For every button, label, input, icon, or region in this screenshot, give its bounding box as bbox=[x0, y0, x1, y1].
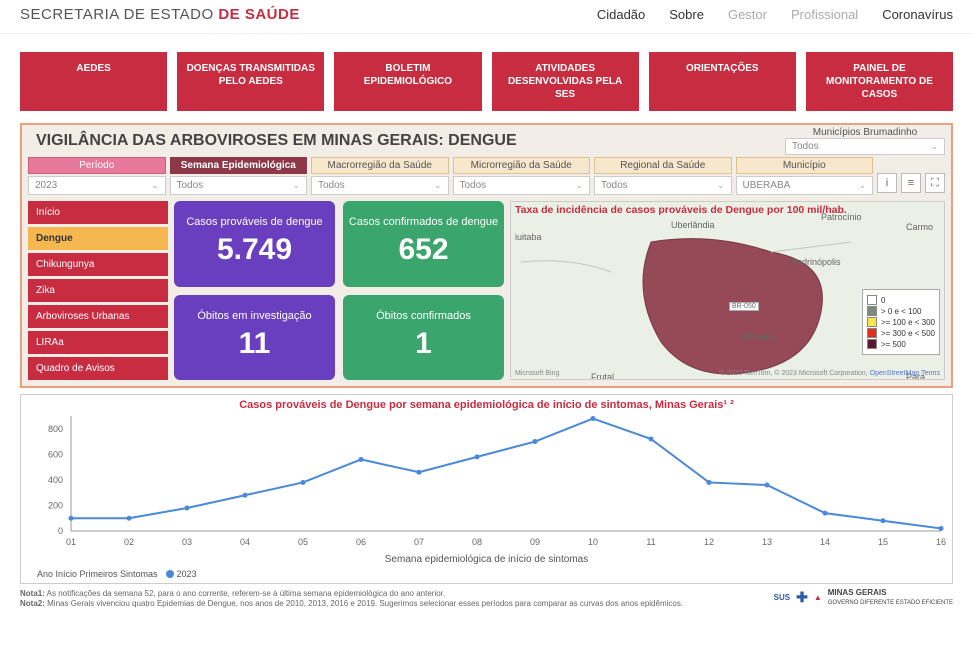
chart-xlabel: Semana epidemiológica de início de sinto… bbox=[21, 554, 952, 565]
sidenav-item[interactable]: Zika bbox=[28, 279, 168, 302]
svg-text:05: 05 bbox=[298, 537, 308, 547]
tab-item[interactable]: ATIVIDADES DESENVOLVIDAS PELA SES bbox=[492, 52, 639, 111]
svg-text:10: 10 bbox=[588, 537, 598, 547]
tab-item[interactable]: ORIENTAÇÕES bbox=[649, 52, 796, 111]
stat-card: Óbitos em investigação11 bbox=[174, 295, 335, 381]
map-city-label: Uberlândia bbox=[671, 220, 715, 230]
svg-text:0: 0 bbox=[58, 526, 63, 536]
sidenav-item[interactable]: LIRAa bbox=[28, 331, 168, 354]
svg-text:13: 13 bbox=[762, 537, 772, 547]
legend-row: >= 100 e < 300 bbox=[867, 317, 935, 327]
svg-text:800: 800 bbox=[48, 424, 63, 434]
filter-label: Microrregião da Saúde bbox=[453, 157, 591, 174]
footer-notes: Nota1: As notificações da semana 52, par… bbox=[20, 588, 953, 609]
nav-gestor[interactable]: Gestor bbox=[728, 7, 767, 22]
stat-card: Óbitos confirmados1 bbox=[343, 295, 504, 381]
tab-item[interactable]: BOLETIM EPIDEMIOLÓGICO bbox=[334, 52, 481, 111]
brumadinho-select[interactable]: Todos⌄ bbox=[785, 138, 945, 155]
legend-row: >= 300 e < 500 bbox=[867, 328, 935, 338]
legend-row: 0 bbox=[867, 295, 935, 305]
nav-cidadão[interactable]: Cidadão bbox=[597, 7, 645, 22]
filter-label: Regional da Saúde bbox=[594, 157, 732, 174]
sidenav-item[interactable]: Dengue bbox=[28, 227, 168, 250]
sidenav-item[interactable]: Chikungunya bbox=[28, 253, 168, 276]
map-legend: 0> 0 e < 100>= 100 e < 300>= 300 e < 500… bbox=[862, 289, 940, 355]
mg-logo: MINAS GERAISGOVERNO DIFERENTE ESTADO EFI… bbox=[828, 588, 953, 606]
chart-title: Casos prováveis de Dengue por semana epi… bbox=[21, 395, 952, 411]
svg-text:600: 600 bbox=[48, 449, 63, 459]
svg-text:11: 11 bbox=[646, 537, 655, 547]
info-icon[interactable]: i bbox=[877, 173, 897, 193]
footer-logos: SUS ✚ ▲ MINAS GERAISGOVERNO DIFERENTE ES… bbox=[774, 588, 953, 606]
tab-item[interactable]: PAINEL DE MONITORAMENTO DE CASOS bbox=[806, 52, 953, 111]
filter-select[interactable]: Todos⌄ bbox=[453, 176, 591, 195]
header-bar: SECRETARIA DE ESTADO DE SAÚDE Cidadão Sob… bbox=[0, 0, 973, 34]
category-tabs: AEDESDOENÇAS TRANSMITIDAS PELO AEDESBOLE… bbox=[0, 34, 973, 123]
filter-select[interactable]: Todos⌄ bbox=[594, 176, 732, 195]
map-area[interactable]: Taxa de incidência de casos prováveis de… bbox=[510, 201, 945, 380]
dashboard-panel: VIGILÂNCIA DAS ARBOVIROSES EM MINAS GERA… bbox=[20, 123, 953, 388]
stat-card: Casos prováveis de dengue5.749 bbox=[174, 201, 335, 287]
filter-select[interactable]: UBERABA⌄ bbox=[736, 176, 874, 195]
filter-label: Macrorregião da Saúde bbox=[311, 157, 449, 174]
legend-row: >= 500 bbox=[867, 339, 935, 349]
disease-sidenav: Início Dengue Chikungunya Zika Arboviroses U… bbox=[28, 201, 168, 380]
svg-text:06: 06 bbox=[356, 537, 366, 547]
svg-text:12: 12 bbox=[704, 537, 714, 547]
map-city-label: Carmo bbox=[906, 222, 933, 232]
filter-label: Semana Epidemiológica bbox=[170, 157, 308, 174]
nav-sobre[interactable]: Sobre bbox=[669, 7, 704, 22]
svg-text:02: 02 bbox=[124, 537, 134, 547]
svg-text:04: 04 bbox=[240, 537, 250, 547]
brumadinho-filter: Municípios Brumadinho Todos⌄ bbox=[785, 127, 945, 155]
svg-text:03: 03 bbox=[182, 537, 192, 547]
terms-link[interactable]: Terms bbox=[921, 370, 940, 377]
map-city-label: BR-050 bbox=[729, 302, 759, 311]
tab-item[interactable]: DOENÇAS TRANSMITIDAS PELO AEDES bbox=[177, 52, 324, 111]
chevron-down-icon: ⌄ bbox=[930, 141, 938, 152]
chart-box: Casos prováveis de Dengue por semana epi… bbox=[20, 394, 953, 584]
chart-legend: Ano Início Primeiros Sintomas 2023 bbox=[37, 569, 197, 579]
map-city-label: iuitaba bbox=[515, 232, 542, 242]
stat-card: Casos confirmados de dengue652 bbox=[343, 201, 504, 287]
filter-label: Município bbox=[736, 157, 874, 174]
line-chart: 0 200 400 600 800 01 02 03 04 05 06 07 08 09 10 11 12 13 1… bbox=[21, 411, 951, 551]
osm-link[interactable]: OpenStreetMap bbox=[870, 370, 919, 377]
filter-icon[interactable]: ≡ bbox=[901, 173, 921, 193]
filter-row: Período2023⌄Semana EpidemiológicaTodos⌄M… bbox=[28, 157, 945, 195]
filter-select[interactable]: 2023⌄ bbox=[28, 176, 166, 195]
sidenav-item[interactable]: Início bbox=[28, 201, 168, 224]
svg-text:01: 01 bbox=[66, 537, 76, 547]
map-credit: Microsoft Bing © 2023 TomTom, © 2023 Mic… bbox=[515, 370, 940, 377]
panel-title: VIGILÂNCIA DAS ARBOVIROSES EM MINAS GERA… bbox=[28, 128, 785, 154]
filter-select[interactable]: Todos⌄ bbox=[170, 176, 308, 195]
nav-profissional[interactable]: Profissional bbox=[791, 7, 858, 22]
sus-logo: SUS bbox=[774, 593, 790, 602]
svg-text:09: 09 bbox=[530, 537, 540, 547]
filter-label: Período bbox=[28, 157, 166, 174]
sidenav-item[interactable]: Quadro de Avisos bbox=[28, 357, 168, 380]
svg-text:07: 07 bbox=[414, 537, 424, 547]
filter-select[interactable]: Todos⌄ bbox=[311, 176, 449, 195]
legend-row: > 0 e < 100 bbox=[867, 306, 935, 316]
fullscreen-icon[interactable]: ⛶ bbox=[925, 173, 945, 193]
map-title: Taxa de incidência de casos prováveis de… bbox=[515, 204, 847, 216]
svg-text:14: 14 bbox=[820, 537, 830, 547]
map-city-label: Pedrinópolis bbox=[791, 257, 841, 267]
map-city-label: Uberaba bbox=[741, 332, 776, 342]
svg-text:200: 200 bbox=[48, 500, 63, 510]
sidenav-item[interactable]: Arboviroses Urbanas bbox=[28, 305, 168, 328]
tab-item[interactable]: AEDES bbox=[20, 52, 167, 111]
svg-text:08: 08 bbox=[472, 537, 482, 547]
svg-text:16: 16 bbox=[936, 537, 946, 547]
stat-cards: Casos prováveis de dengue5.749Casos conf… bbox=[174, 201, 504, 380]
plus-icon: ✚ bbox=[796, 589, 808, 606]
svg-text:400: 400 bbox=[48, 475, 63, 485]
nav-coronavírus[interactable]: Coronavírus bbox=[882, 7, 953, 22]
site-logo: SECRETARIA DE ESTADO DE SAÚDE bbox=[20, 6, 300, 23]
svg-text:15: 15 bbox=[878, 537, 888, 547]
top-nav: Cidadão Sobre Gestor Profissional Coronavíru… bbox=[597, 7, 953, 22]
mg-flag-icon: ▲ bbox=[814, 593, 822, 602]
